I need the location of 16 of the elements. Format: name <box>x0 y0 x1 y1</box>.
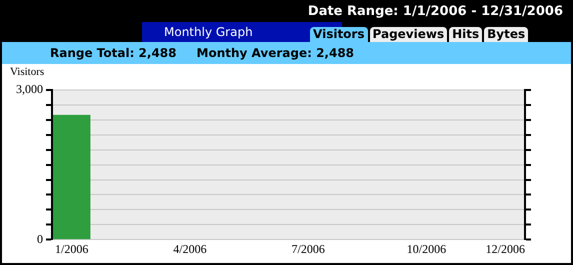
text: Hits <box>449 27 482 42</box>
y-tick-label: 3,000 <box>16 82 43 96</box>
y-axis-title: Visitors <box>10 66 44 78</box>
x-tick-label: 7/2006 <box>292 242 325 256</box>
x-tick-label: 12/2006 <box>486 242 525 256</box>
text: Visitors <box>310 27 368 42</box>
x-tick-label: 1/2006 <box>55 242 88 256</box>
text: Monthy Average: 2,488 <box>196 45 354 62</box>
chart-subtitle: Date Range: 1/1/2006 - 12/31/2006 <box>2 2 571 22</box>
chart-title: Monthly Graph <box>164 25 253 39</box>
x-tick-label: 10/2006 <box>406 242 446 256</box>
text: Range Total: 2,488 <box>50 45 177 62</box>
y-tick-label: 0 <box>37 232 43 246</box>
text: Pageviews <box>370 27 448 42</box>
x-tick-label: 4/2006 <box>173 242 207 256</box>
text: Bytes <box>484 27 528 42</box>
